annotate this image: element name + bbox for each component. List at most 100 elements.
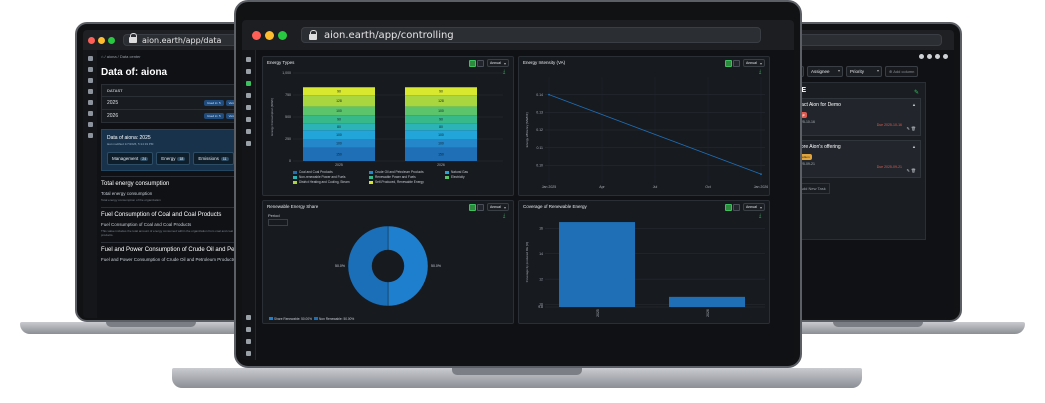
chevron-up-icon[interactable]: ▲ (912, 102, 916, 107)
y-axis-label: Energy efficiency [MWh/€] (525, 112, 529, 147)
pie-slice (387, 225, 429, 307)
bar-segment (303, 106, 375, 116)
bar-segment (405, 139, 477, 148)
maximize-dot-icon[interactable] (108, 36, 115, 44)
chat-icon[interactable] (246, 339, 251, 344)
bar-segment (303, 130, 375, 139)
report-icon[interactable] (246, 117, 251, 122)
settings-icon[interactable] (246, 141, 251, 146)
help-icon[interactable] (246, 315, 251, 320)
download-icon[interactable]: ⤓ (759, 213, 762, 219)
close-dot-icon[interactable] (252, 30, 261, 40)
x-tick-label: 2025 (335, 163, 343, 167)
leaf-icon[interactable] (246, 93, 251, 98)
url-bar[interactable]: aion.earth/app/controlling (301, 27, 761, 43)
folder-icon[interactable] (87, 100, 93, 105)
download-icon[interactable]: ⤓ (503, 69, 506, 75)
gear-icon[interactable] (246, 327, 251, 332)
priority-badge: Medium (797, 154, 812, 160)
database-icon[interactable] (246, 129, 251, 134)
table-toggle-icon[interactable] (733, 59, 740, 67)
period-select[interactable]: Annual (487, 203, 509, 211)
minimize-dot-icon[interactable] (265, 30, 274, 40)
gear-icon[interactable] (927, 54, 932, 59)
metric-section[interactable]: Fuel Consumption of Coal and Coal Produc… (101, 207, 251, 237)
period-select[interactable]: Annual (743, 59, 765, 67)
bar-segment (405, 147, 477, 161)
tab-management[interactable]: Management 24 (107, 152, 154, 165)
metric-section[interactable]: Total energy consumption Total energy co… (101, 176, 251, 202)
task-card[interactable]: plore Aion's offering Medium 2025-09-21 … (793, 140, 921, 178)
chart-icon[interactable] (246, 81, 251, 86)
metric-section[interactable]: Fuel and Power Consumption of Crude Oil … (101, 242, 254, 262)
chart-icon[interactable] (87, 78, 93, 83)
section-heading: Fuel Consumption of Coal and Coal Produc… (101, 212, 222, 218)
task-actions[interactable]: ✎ 🗑 (906, 126, 916, 131)
task-card[interactable]: ntact Aion for Demo High 2025-10-16 Due … (793, 98, 921, 136)
x-tick-label: 2026 (706, 309, 710, 317)
task-actions[interactable]: ✎ 🗑 (906, 168, 916, 173)
x-tick-label: Jul (653, 185, 658, 189)
task-title: plore Aion's offering (797, 144, 841, 150)
legend-item[interactable]: Renewable Power and Fuels (369, 175, 445, 179)
bar-chart-toggle-icon[interactable] (725, 203, 732, 211)
breadcrumb-item[interactable]: Data center (119, 54, 141, 59)
leaf-icon[interactable] (87, 89, 93, 94)
grid-icon[interactable] (246, 69, 251, 74)
legend-item[interactable]: District Heating and Cooling, Steam (293, 180, 369, 184)
settings-icon[interactable] (87, 133, 93, 138)
add-column-button[interactable]: ⊕ Add column (885, 66, 919, 77)
database-icon[interactable] (87, 122, 93, 127)
bar-chart-toggle-icon[interactable] (469, 59, 476, 67)
url-bar[interactable]: aion.earth/app/data (123, 33, 263, 46)
legend-swatch (314, 317, 318, 320)
legend-item[interactable]: Natural Gas (445, 170, 505, 174)
breadcrumb-item[interactable]: aiona (106, 54, 117, 59)
data-label: 100 (438, 142, 444, 146)
center-laptop: aion.earth/app/controlling Energy Types … (172, 0, 862, 403)
user-icon[interactable] (943, 54, 948, 59)
priority-filter[interactable]: Priority (846, 66, 882, 77)
download-icon[interactable]: ⤓ (759, 69, 762, 75)
legend-item[interactable]: Crude Oil and Petroleum Products (369, 170, 445, 174)
chevron-up-icon[interactable]: ▲ (912, 144, 916, 149)
assignee-filter[interactable]: Assignee (807, 66, 843, 77)
grid-icon[interactable] (87, 67, 93, 72)
home-icon[interactable] (87, 56, 93, 61)
data-label: 90 (337, 117, 341, 121)
legend-item[interactable]: Self-Produced, Renewable Energy (369, 180, 445, 184)
maximize-dot-icon[interactable] (278, 30, 287, 40)
renewable-share-panel: Renewable Energy Share Annual ⤓ Period 5… (262, 200, 514, 324)
report-icon[interactable] (87, 111, 93, 116)
target-icon[interactable] (246, 105, 251, 110)
help-icon[interactable] (935, 54, 940, 59)
home-icon[interactable]: ⌂ / (101, 54, 106, 59)
page-title: Data of: aiona (101, 67, 168, 78)
data-label: 90 (439, 117, 443, 121)
bar-segment (303, 123, 375, 131)
download-icon[interactable]: ⤓ (503, 213, 506, 219)
period-select[interactable]: Annual (487, 59, 509, 67)
table-toggle-icon[interactable] (477, 203, 484, 211)
tab-energy[interactable]: Energy 18 (156, 152, 191, 165)
edit-icon[interactable]: ✎ (913, 90, 919, 96)
period-picker[interactable] (268, 219, 288, 226)
table-toggle-icon[interactable] (477, 59, 484, 67)
period-select[interactable]: Annual (743, 203, 765, 211)
close-dot-icon[interactable] (88, 36, 95, 44)
legend-item[interactable]: Electricity (445, 175, 505, 179)
dataset-card: Data of aiona: 2025 last modified 1/7/20… (101, 129, 251, 171)
metric-name: Total energy consumption (101, 191, 153, 196)
legend-swatch (293, 175, 297, 179)
data-label: 128 (438, 99, 444, 103)
table-toggle-icon[interactable] (733, 203, 740, 211)
minimize-dot-icon[interactable] (98, 36, 105, 44)
legend-item[interactable]: Coal and Coal Products (293, 170, 369, 174)
tab-emissions[interactable]: Emissions 11 (193, 152, 234, 165)
bell-icon[interactable] (919, 54, 924, 59)
user-icon[interactable] (246, 351, 251, 356)
line-chart-toggle-icon[interactable] (725, 59, 732, 67)
home-icon[interactable] (246, 57, 251, 62)
pie-chart-toggle-icon[interactable] (469, 203, 476, 211)
legend-item[interactable]: Non-renewable Power and Fuels (293, 175, 369, 179)
